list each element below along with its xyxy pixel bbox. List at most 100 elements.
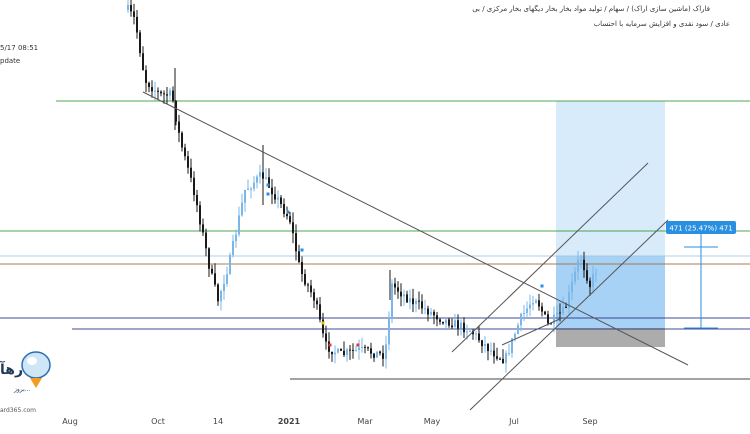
candle-body <box>382 353 384 359</box>
candle-body <box>220 290 222 302</box>
candle-body <box>529 304 531 309</box>
candle-body <box>577 259 579 272</box>
candle-body <box>256 176 258 183</box>
candle-body <box>406 294 408 303</box>
candle-body <box>160 91 162 94</box>
candle-body <box>235 234 237 241</box>
candle-body <box>307 284 309 286</box>
signal-marker-6 <box>356 343 360 347</box>
candle-body <box>514 333 516 339</box>
profit-zone-target <box>556 256 665 328</box>
candle-body <box>142 53 144 71</box>
candle-body <box>574 271 576 282</box>
candle-body <box>250 188 252 190</box>
candle-body <box>247 188 249 190</box>
signal-marker-3 <box>300 248 304 252</box>
signal-marker-0 <box>266 183 270 187</box>
candle-body <box>139 32 141 54</box>
channel-lower-line <box>469 219 669 411</box>
signal-marker-2 <box>286 210 290 214</box>
candle-body <box>580 259 582 261</box>
candle-body <box>259 172 261 177</box>
candle-body <box>268 177 270 188</box>
candle-body <box>145 70 147 83</box>
candle-body <box>289 216 291 223</box>
candle-body <box>595 273 597 275</box>
candle-body <box>280 197 282 204</box>
candle-body <box>475 333 477 335</box>
candle-body <box>511 338 513 353</box>
candle-body <box>367 347 369 349</box>
candle-body <box>325 333 327 342</box>
x-tick-label: May <box>424 417 441 426</box>
signal-markers <box>266 183 544 347</box>
candle-body <box>226 274 228 284</box>
candle-body <box>241 202 243 216</box>
candle-body <box>337 349 339 353</box>
candle-body <box>157 90 159 92</box>
candle-body <box>493 350 495 357</box>
candle-body <box>277 197 279 200</box>
candle-body <box>439 319 441 322</box>
candle-body <box>193 177 195 195</box>
candle-body <box>166 94 168 96</box>
candle-body <box>427 308 429 315</box>
candle-body <box>433 311 435 316</box>
x-axis: Aug Oct 14 2021 Mar May Jul Sep <box>62 417 597 426</box>
candle-body <box>229 255 231 275</box>
candle-body <box>184 147 186 157</box>
candle-body <box>175 100 177 122</box>
candle-body <box>457 320 459 329</box>
candle-body <box>556 312 558 315</box>
candle-body <box>187 156 189 168</box>
candle-body <box>376 351 378 358</box>
candle-body <box>559 312 561 314</box>
candle-body <box>304 274 306 285</box>
candle-body <box>286 213 288 217</box>
candle-body <box>541 306 543 312</box>
candle-body <box>565 306 567 308</box>
candle-body <box>445 319 447 324</box>
candle-body <box>343 350 345 355</box>
candle-body <box>199 205 201 225</box>
stop-loss-zone <box>556 328 665 347</box>
candle-body <box>535 300 537 303</box>
candle-body <box>418 300 420 302</box>
position-badge-bg <box>666 221 736 234</box>
candle-body <box>568 292 570 308</box>
x-tick-label: 2021 <box>278 417 301 426</box>
candle-body <box>148 82 150 87</box>
candle-body <box>442 321 444 324</box>
candle-body <box>400 291 402 297</box>
horizontal-levels <box>0 100 750 380</box>
candle-body <box>562 306 564 314</box>
candle-body <box>466 331 468 333</box>
candle-body <box>388 318 390 345</box>
candle-body <box>295 233 297 252</box>
candle-body <box>181 132 183 148</box>
candle-body <box>496 356 498 359</box>
candle-body <box>550 323 552 325</box>
candle-body <box>205 232 207 249</box>
candle-body <box>412 298 414 305</box>
candle-body <box>298 251 300 262</box>
candle-body <box>190 167 192 178</box>
candle-body <box>463 322 465 333</box>
candle-body <box>274 194 276 200</box>
candle-body <box>202 224 204 233</box>
downtrend-line <box>142 91 689 366</box>
candle-body <box>397 287 399 292</box>
candle-body <box>538 300 540 307</box>
candle-body <box>319 304 321 320</box>
candle-body <box>163 93 165 95</box>
candle-body <box>370 348 372 354</box>
candle-body <box>334 352 336 355</box>
candle-body <box>385 344 387 359</box>
candle-body <box>196 195 198 206</box>
candle-body <box>328 341 330 352</box>
candle-body <box>271 187 273 195</box>
candle-body <box>409 298 411 303</box>
candle-body <box>589 280 591 288</box>
